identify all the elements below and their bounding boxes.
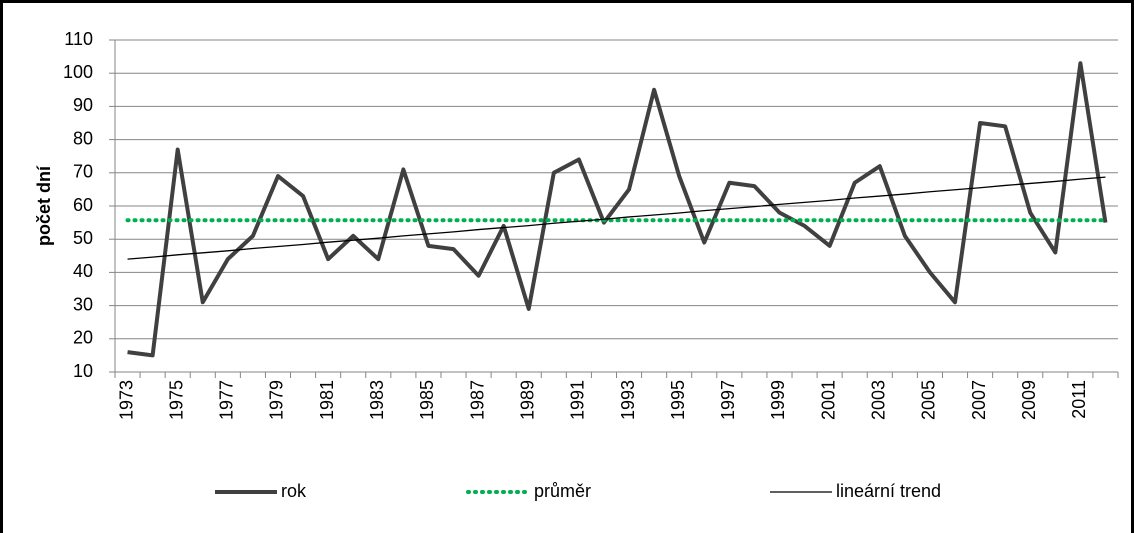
x-tick-label: 2003 bbox=[869, 380, 889, 420]
x-tick-label: 2001 bbox=[818, 380, 838, 420]
legend-label: lineární trend bbox=[836, 481, 941, 501]
legend-label: průměr bbox=[534, 481, 591, 501]
x-tick-label: 1995 bbox=[668, 380, 688, 420]
x-tick-label: 1993 bbox=[618, 380, 638, 420]
x-tick-label: 2009 bbox=[1019, 380, 1039, 420]
x-tick-label: 1987 bbox=[467, 380, 487, 420]
y-tick-label: 40 bbox=[73, 261, 93, 281]
x-tick-label: 1979 bbox=[267, 380, 287, 420]
y-tick-label: 100 bbox=[63, 62, 93, 82]
x-tick-label: 1985 bbox=[417, 380, 437, 420]
x-tick-label: 1983 bbox=[367, 380, 387, 420]
y-tick-label: 110 bbox=[64, 29, 93, 49]
line-series bbox=[127, 61, 1108, 358]
y-tick-label: 80 bbox=[73, 128, 93, 148]
x-tick-label: 1981 bbox=[317, 380, 337, 420]
y-axis-label: počet dní bbox=[34, 165, 54, 246]
legend-label: rok bbox=[281, 481, 307, 501]
x-tick-label: 1977 bbox=[217, 380, 237, 420]
y-tick-label: 60 bbox=[73, 195, 93, 215]
x-tick-label: 1997 bbox=[718, 380, 738, 420]
y-tick-label: 10 bbox=[73, 361, 93, 381]
x-tick-label: 1975 bbox=[166, 380, 186, 420]
x-tick-label: 1989 bbox=[517, 380, 537, 420]
x-tick-label: 2007 bbox=[969, 380, 989, 420]
x-tick-label: 1999 bbox=[768, 380, 788, 420]
x-tick-label: 1973 bbox=[116, 380, 136, 420]
x-tick-label: 1991 bbox=[568, 380, 588, 420]
x-tick-label: 2005 bbox=[919, 380, 939, 420]
y-tick-label: 50 bbox=[73, 228, 93, 248]
line-series bbox=[127, 176, 1106, 260]
y-tick-label: 30 bbox=[73, 294, 93, 314]
x-tick-label: 2011 bbox=[1069, 380, 1089, 419]
y-tick-label: 90 bbox=[73, 95, 93, 115]
y-tick-label: 20 bbox=[73, 328, 93, 348]
y-tick-label: 70 bbox=[73, 162, 93, 182]
